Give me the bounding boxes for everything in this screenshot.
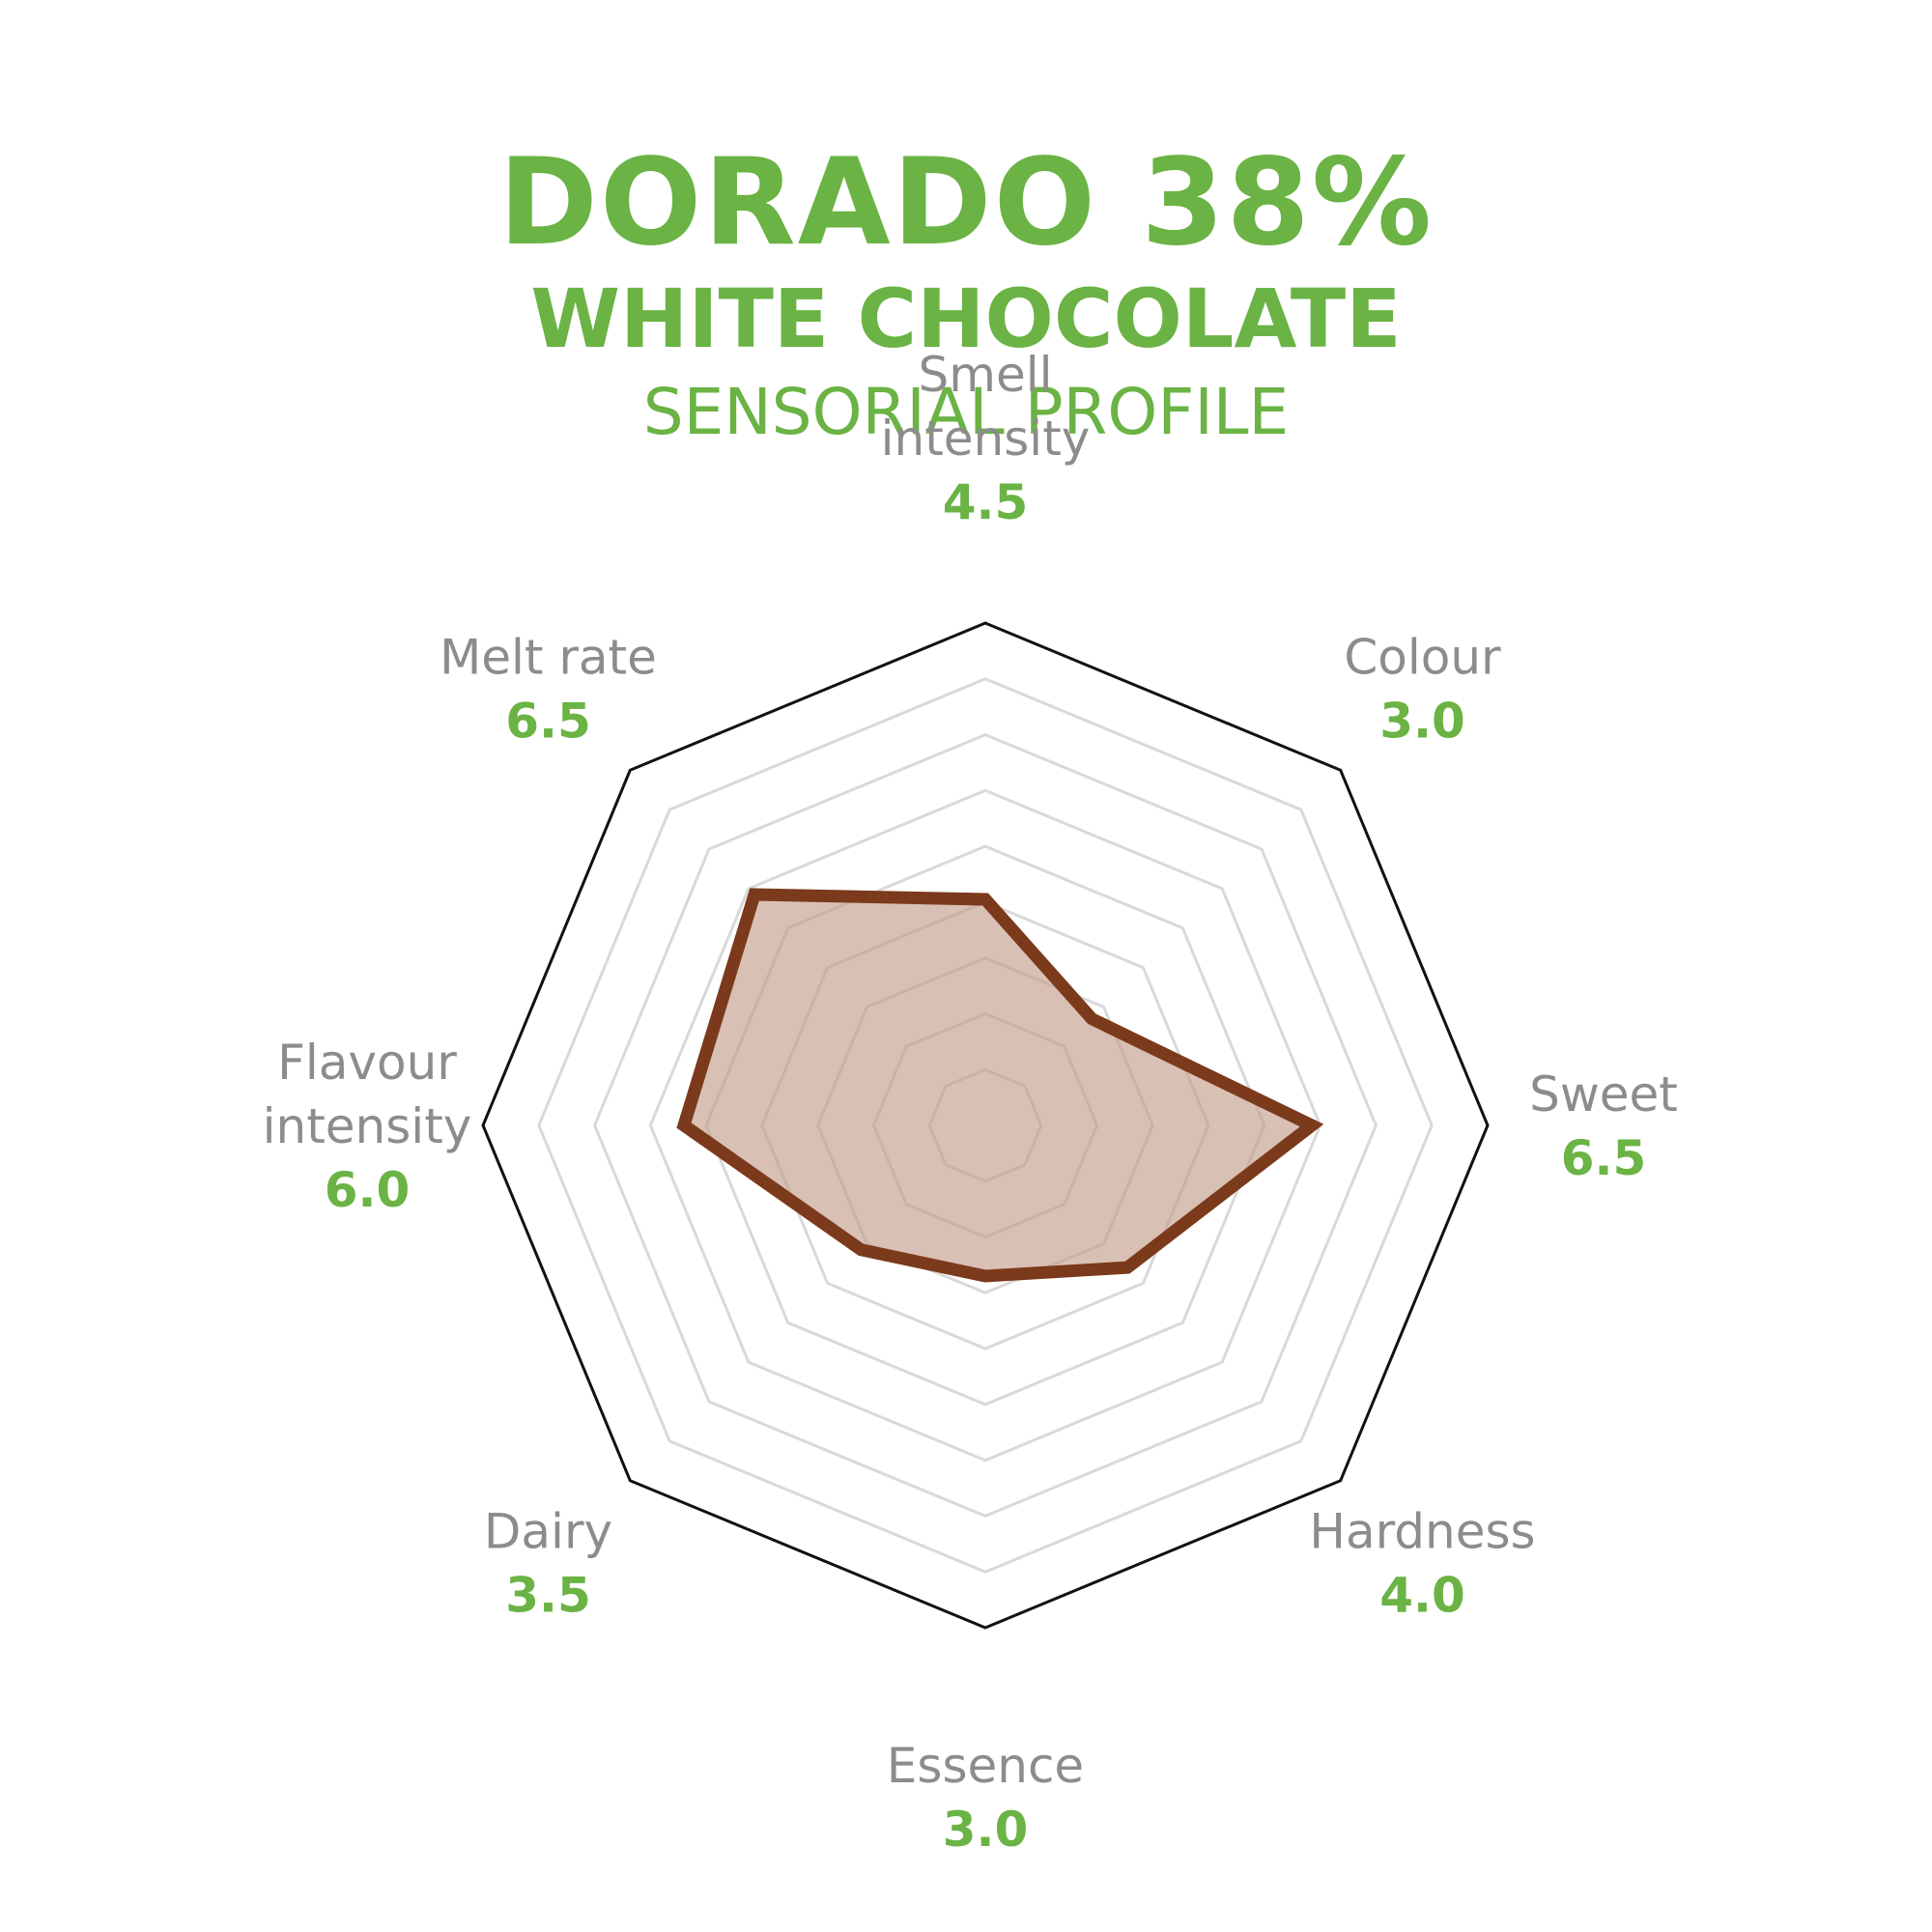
grid-ring [537,677,1434,1574]
axis-label: Dairy [484,1504,612,1560]
axis-value: 4.0 [1379,1568,1465,1624]
axis-label: intensity [263,1098,472,1154]
grid-ring [592,732,1378,1519]
axis-colour: Colour 3.0 [1344,630,1501,750]
axis-smell-intensity: Smell intensity 4.5 [881,347,1091,530]
axis-label: Melt rate [440,630,657,686]
series-polygon [676,888,1324,1283]
axis-value: 4.5 [943,474,1029,530]
axis-label: Colour [1344,630,1501,686]
axis-value: 6.5 [505,694,591,750]
axis-sweet: Sweet 6.5 [1529,1066,1678,1186]
axis-value: 6.5 [1561,1130,1647,1186]
axis-label: Essence [887,1738,1084,1794]
axis-essence: Essence 3.0 [887,1738,1084,1858]
title-block: DORADO 38% WHITE CHOCOLATE SENSORIAL PRO… [0,135,1932,454]
axis-value: 3.0 [1379,694,1465,750]
axis-label: intensity [881,411,1091,467]
axis-label: Hardness [1309,1504,1535,1560]
axis-value: 3.5 [505,1568,591,1624]
chart-subtitle: WHITE CHOCOLATE [530,271,1402,366]
radar-outer-frame [481,621,1490,1630]
axis-label: Flavour [277,1035,457,1091]
axis-hardness: Hardness 4.0 [1309,1504,1535,1624]
axis-melt-rate: Melt rate 6.5 [440,630,657,750]
axis-value: 6.0 [325,1162,411,1218]
axis-value: 3.0 [943,1802,1029,1858]
chart-title: DORADO 38% [497,133,1435,272]
chart-subtitle-2: SENSORIAL PROFILE [642,375,1290,449]
axis-dairy: Dairy 3.5 [484,1504,612,1624]
axis-label: Smell [919,347,1053,403]
grid-ring [648,788,1322,1463]
radar-series [676,888,1324,1283]
axis-flavour-intensity: Flavour intensity 6.0 [263,1035,472,1218]
radar-frame [481,621,1490,1630]
axis-labels: Smell intensity 4.5 Colour 3.0 Sweet 6.5 Hardne… [263,347,1678,1858]
axis-label: Sweet [1529,1066,1678,1122]
